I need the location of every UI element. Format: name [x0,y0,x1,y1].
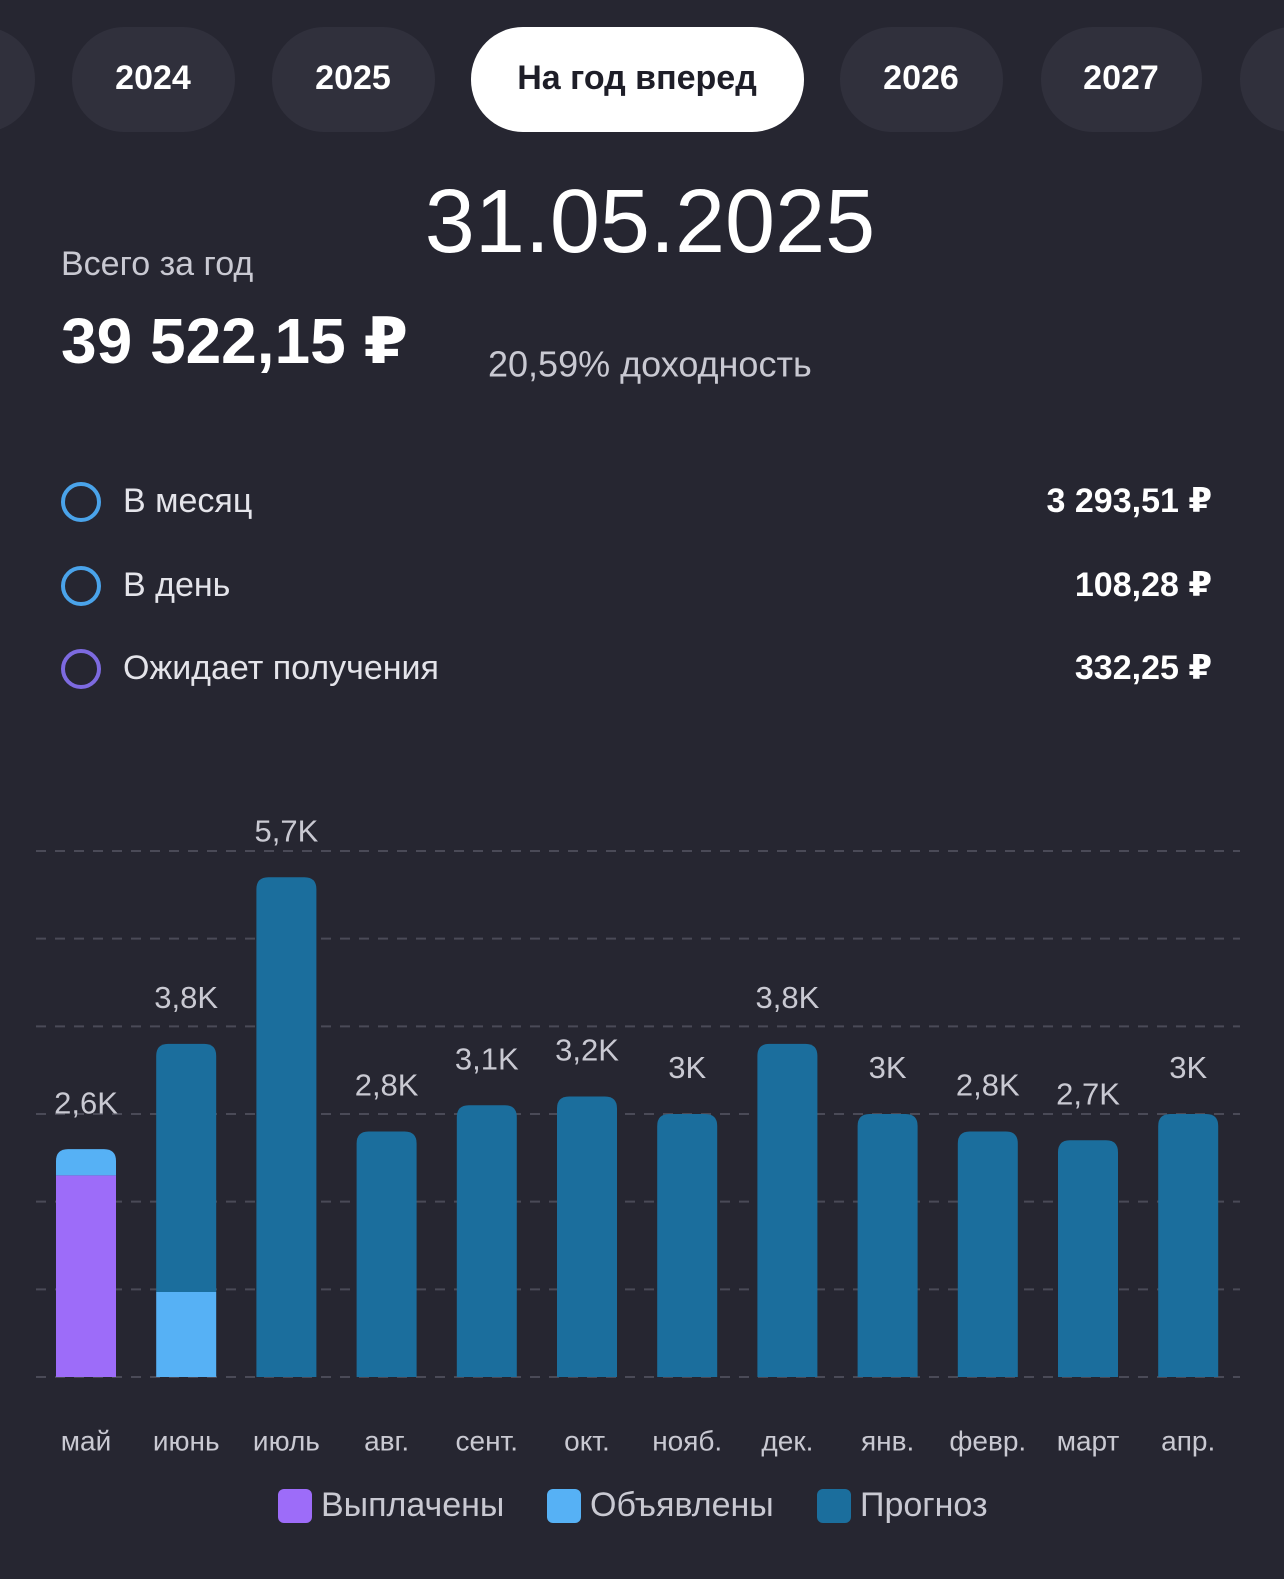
x-tick-label: июль [253,1425,320,1456]
bar-segment [56,1149,116,1176]
bar-total-label: 3,2K [555,1033,619,1068]
x-tick-label: сент. [456,1425,519,1456]
x-tick-label: авг. [364,1425,409,1456]
bar-total-label: 3,8K [154,980,218,1015]
tab[interactable] [272,27,435,132]
stat-icon [61,482,101,522]
stat-value: 332,25 ₽ [1075,649,1212,687]
tab-label[interactable]: 2025 [315,59,391,97]
x-tick-label: окт. [564,1425,610,1456]
summary-label: Всего за год [61,245,253,283]
legend-swatch [547,1489,581,1523]
legend-swatch [278,1489,312,1523]
x-tick-label: нояб. [652,1425,722,1456]
bar-total-label: 2,7K [1056,1076,1120,1111]
bar-segment [356,1131,417,1377]
x-tick-label: апр. [1161,1425,1215,1456]
bar-segment [1058,1140,1118,1377]
bar-segment [757,1043,818,1377]
bar-segment [156,1043,217,1292]
tab-label[interactable]: 2024 [115,59,191,97]
tab[interactable] [840,27,1003,132]
x-tick-label: июнь [153,1425,220,1456]
bar-segment [1158,1114,1219,1377]
date: 31.05.2025 [425,172,875,272]
tab[interactable] [72,27,235,132]
bar-total-label: 2,8K [355,1068,419,1103]
bar-segment [957,1131,1018,1377]
legend-label: Выплачены [321,1486,504,1524]
bar-total-label: 5,7K [255,813,319,848]
bar-total-label: 3K [668,1050,706,1085]
stat-label: В день [123,566,230,604]
bar-segment [56,1175,116,1377]
bar-total-label: 3K [1169,1050,1207,1085]
bar-total-label: 3K [869,1050,907,1085]
summary-total: 39 522,15 ₽ [61,305,408,377]
tab-partial[interactable] [0,27,35,132]
chart: 2,6K май 3,8K июнь 5,7K июль 2,8K авг. 3,1K сент.… [36,813,1240,1524]
tab-label[interactable]: 2027 [1083,59,1159,97]
bar-total-label: 3,1K [455,1041,519,1076]
legend-label: Прогноз [860,1486,988,1524]
x-tick-label: май [61,1425,111,1456]
tab-partial[interactable] [1240,27,1284,132]
legend-swatch [817,1489,851,1523]
stat-label: В месяц [123,482,252,520]
bar-total-label: 3,8K [756,980,820,1015]
x-tick-label: дек. [761,1425,813,1456]
bar-segment [156,1291,217,1377]
stat-label: Ожидает получения [123,649,439,687]
bar-segment [657,1114,718,1377]
tab-label[interactable]: На год вперед [517,59,757,97]
summary-yield: 20,59% доходность [488,344,812,385]
bar-total-label: 2,8K [956,1068,1020,1103]
bar-segment [557,1096,617,1377]
tab-label[interactable]: 2026 [883,59,959,97]
stat-value: 108,28 ₽ [1075,566,1212,604]
bar-segment [456,1105,517,1377]
x-tick-label: март [1057,1425,1120,1456]
tab[interactable] [1041,27,1202,132]
legend-label: Объявлены [590,1486,774,1524]
bar-segment [256,877,317,1377]
stat-icon [61,566,101,606]
stat-value: 3 293,51 ₽ [1047,482,1212,520]
bar-segment [857,1114,918,1377]
x-tick-label: февр. [949,1425,1026,1456]
bar-total-label: 2,6K [54,1085,118,1120]
x-tick-label: янв. [861,1425,914,1456]
tab-active[interactable] [471,27,804,132]
stat-icon [61,649,101,689]
